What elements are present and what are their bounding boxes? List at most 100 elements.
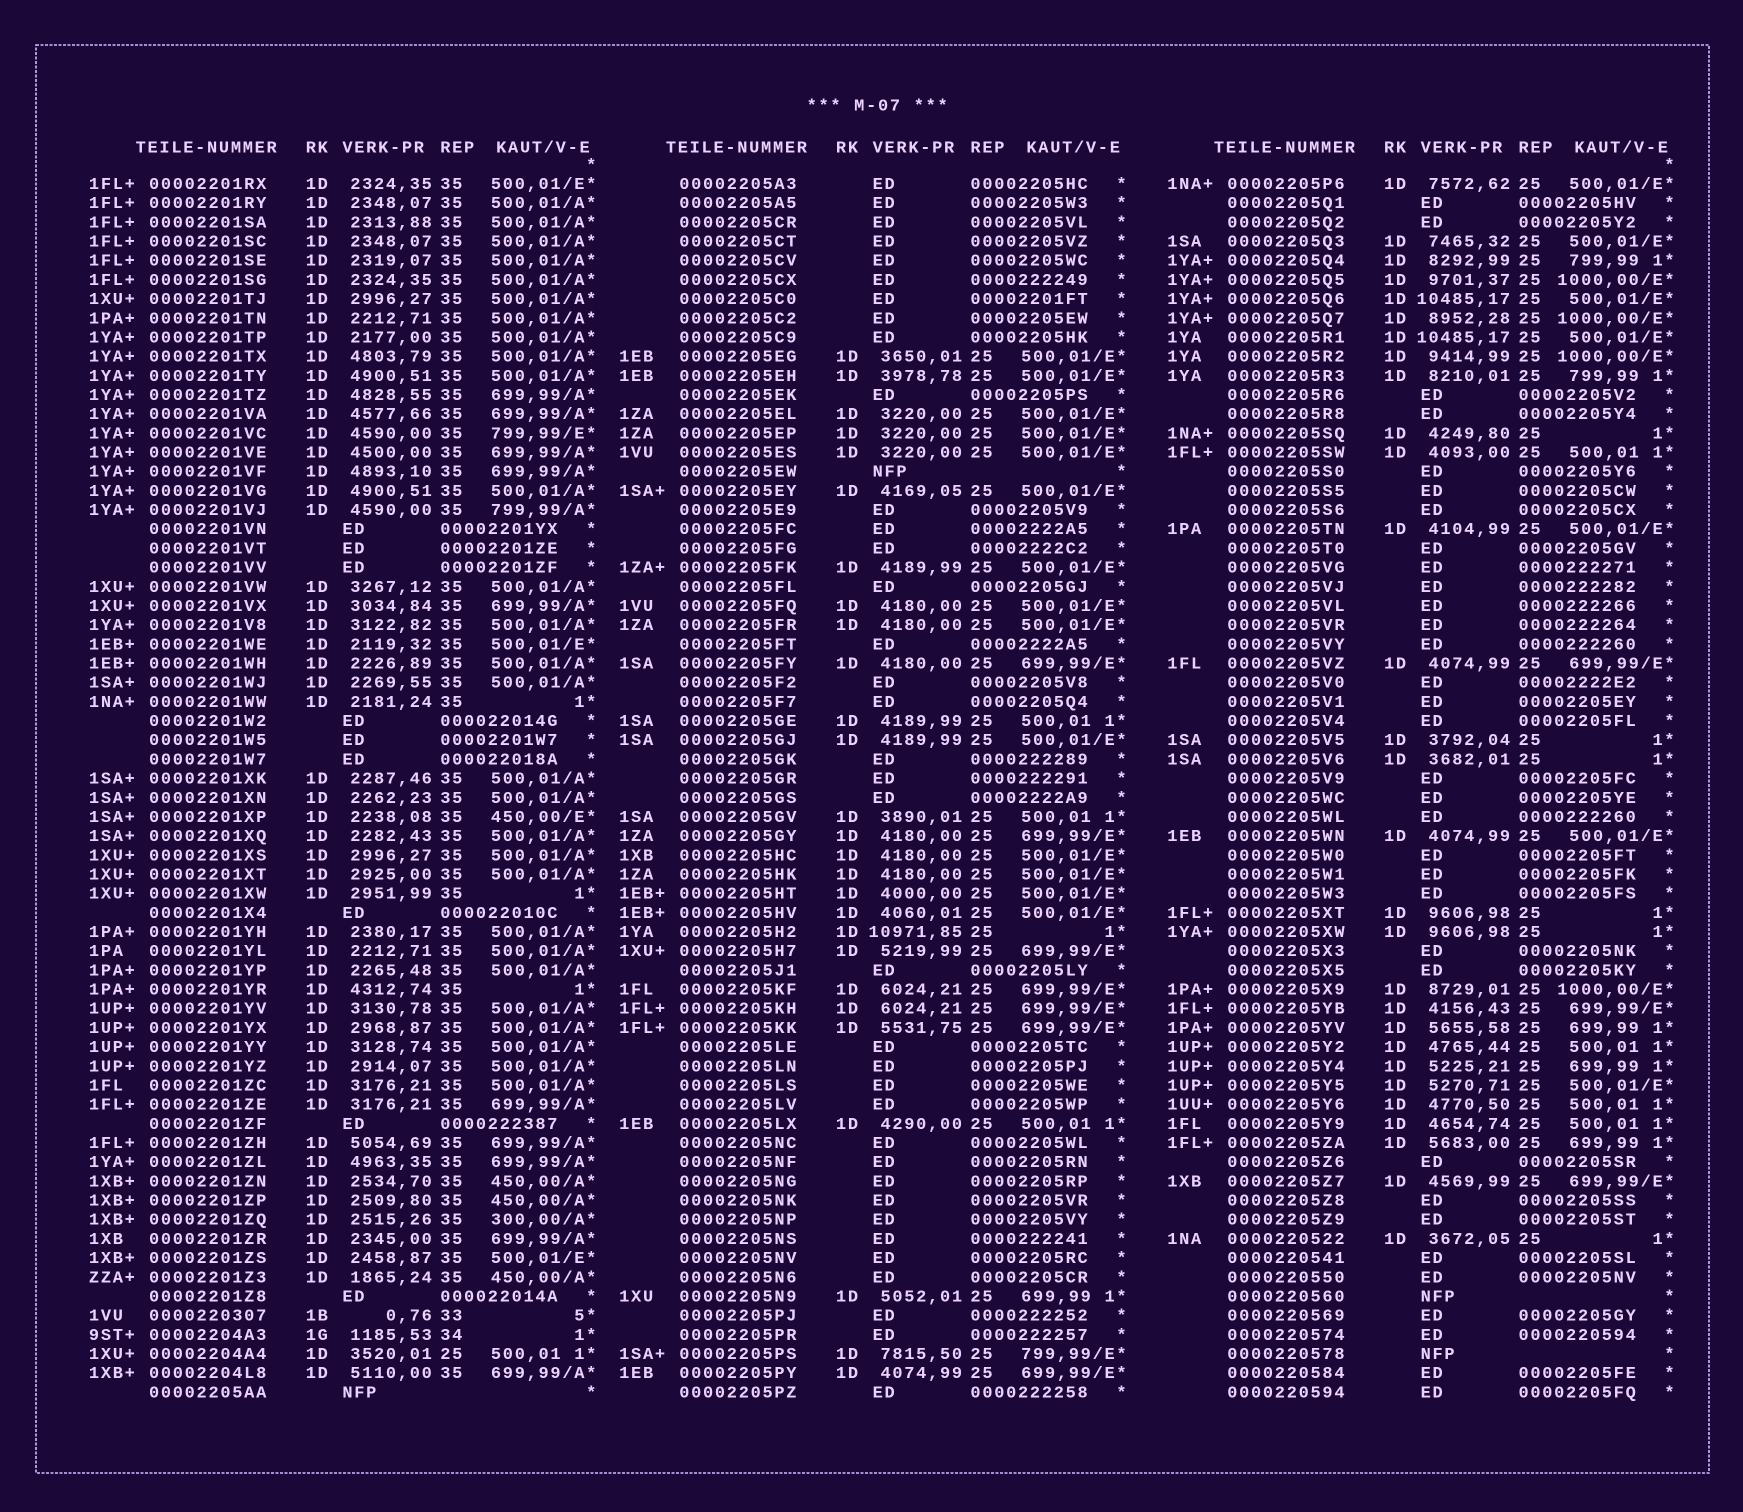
kaut: 500,01 1* — [1569, 1039, 1676, 1058]
part-number: 00002205NV — [679, 1250, 798, 1269]
rep: 25 — [1518, 310, 1542, 329]
prefix: ZZA+ — [89, 1269, 137, 1288]
rep: 00002205RN — [970, 1154, 1089, 1173]
part-number: 00002201RX — [149, 176, 268, 195]
rk: 1D — [306, 1173, 330, 1192]
prefix: 1YA+ — [1167, 924, 1215, 943]
part-number: 00002201XS — [149, 847, 268, 866]
rep: 33 — [440, 1308, 464, 1327]
part-number: 00002204A3 — [149, 1327, 268, 1346]
rk: 1D — [306, 962, 330, 981]
rep: 25 — [1518, 828, 1542, 847]
status: ED — [1421, 1384, 1445, 1403]
part-number: 00002205FG — [679, 540, 798, 559]
part-number: 00002201VV — [149, 560, 268, 579]
price: 2324,35 — [350, 176, 433, 195]
part-number: 00002205C9 — [679, 329, 798, 348]
price: 4000,00 — [880, 886, 963, 905]
price: 4569,99 — [1428, 1173, 1511, 1192]
rep: 35 — [440, 349, 464, 368]
part-number: 00002205FL — [679, 579, 798, 598]
rep: 00002205Q4 — [970, 694, 1089, 713]
price: 3792,04 — [1428, 732, 1511, 751]
rk: 1D — [306, 387, 330, 406]
part-number: 00002205Y6 — [1227, 1097, 1346, 1116]
price: 3176,21 — [350, 1077, 433, 1096]
prefix: 1EB — [619, 1116, 655, 1135]
prefix: 1YA+ — [89, 368, 137, 387]
rk: 1D — [836, 406, 860, 425]
part-number: 00002205SQ — [1227, 425, 1346, 444]
rk: 1D — [836, 847, 860, 866]
part-number: 00002205NS — [679, 1231, 798, 1250]
kaut: 1* — [574, 982, 598, 1001]
part-number: 00002204L8 — [149, 1365, 268, 1384]
price: 4093,00 — [1428, 445, 1511, 464]
price: 4900,51 — [350, 483, 433, 502]
rep: 00002205W3 — [970, 195, 1089, 214]
status: ED — [873, 1058, 897, 1077]
kaut: * — [1664, 1288, 1676, 1307]
status: ED — [873, 1097, 897, 1116]
part-number: 00002205EL — [679, 406, 798, 425]
rep: 00002205FS — [1518, 886, 1637, 905]
price: 9701,37 — [1428, 272, 1511, 291]
part-number: 00002205R2 — [1227, 349, 1346, 368]
prefix: 1XU+ — [89, 579, 137, 598]
price: 4290,00 — [880, 1116, 963, 1135]
rep: 0000222252 — [970, 1308, 1089, 1327]
kaut: 500,01/A* — [491, 214, 598, 233]
part-number: 00002205GV — [679, 809, 798, 828]
part-number: 00002205VZ — [1227, 656, 1346, 675]
part-number: 00002205NC — [679, 1135, 798, 1154]
price: 9414,99 — [1428, 349, 1511, 368]
rk: 1D — [836, 445, 860, 464]
kaut: * — [1116, 1154, 1128, 1173]
rep: 00002205Y4 — [1518, 406, 1637, 425]
kaut: * — [1116, 962, 1128, 981]
rk: 1D — [1384, 1020, 1408, 1039]
price: 4169,05 — [880, 483, 963, 502]
status: ED — [873, 1212, 897, 1231]
rep: 00002205GJ — [970, 579, 1089, 598]
rk: 1D — [1384, 1173, 1408, 1192]
price: 2458,87 — [350, 1250, 433, 1269]
part-number: 00002205HV — [679, 905, 798, 924]
rep: 00002205V9 — [970, 502, 1089, 521]
prefix: 1YA+ — [1167, 253, 1215, 272]
part-number: 00002201Z8 — [149, 1288, 268, 1307]
part-number: 00002205Q1 — [1227, 195, 1346, 214]
prefix: 1UP+ — [1167, 1077, 1215, 1096]
prefix: 1ZA — [619, 406, 655, 425]
part-number: 00002205NP — [679, 1212, 798, 1231]
rk: 1D — [836, 1020, 860, 1039]
rep: 35 — [440, 579, 464, 598]
rep: 35 — [440, 195, 464, 214]
prefix: 1XB — [619, 847, 655, 866]
part-number: 00002205PY — [679, 1365, 798, 1384]
rep: 25 — [1518, 521, 1542, 540]
kaut: * — [1116, 540, 1128, 559]
rk: 1D — [836, 866, 860, 885]
kaut: * — [1664, 1269, 1676, 1288]
kaut: 1000,00/E* — [1557, 272, 1676, 291]
rk: 1D — [836, 483, 860, 502]
kaut: * — [1116, 272, 1128, 291]
part-number: 00002205YV — [1227, 1020, 1346, 1039]
part-number: 00002205NK — [679, 1193, 798, 1212]
prefix: 1EB+ — [619, 905, 667, 924]
part-number: 00002205GK — [679, 751, 798, 770]
rep: 35 — [440, 253, 464, 272]
column-header: RK — [1384, 139, 1408, 158]
rep: 25 — [1518, 272, 1542, 291]
rk: 1D — [1384, 234, 1408, 253]
part-number: 00002205KH — [679, 1001, 798, 1020]
kaut: 500,01/A* — [491, 579, 598, 598]
column-header: TEILE-NUMMER — [1214, 139, 1357, 158]
rep: 00002205FL — [1518, 713, 1637, 732]
kaut: 699,99/A* — [491, 387, 598, 406]
rep: 00002205WC — [970, 253, 1089, 272]
status: ED — [873, 214, 897, 233]
price: 1865,24 — [350, 1269, 433, 1288]
